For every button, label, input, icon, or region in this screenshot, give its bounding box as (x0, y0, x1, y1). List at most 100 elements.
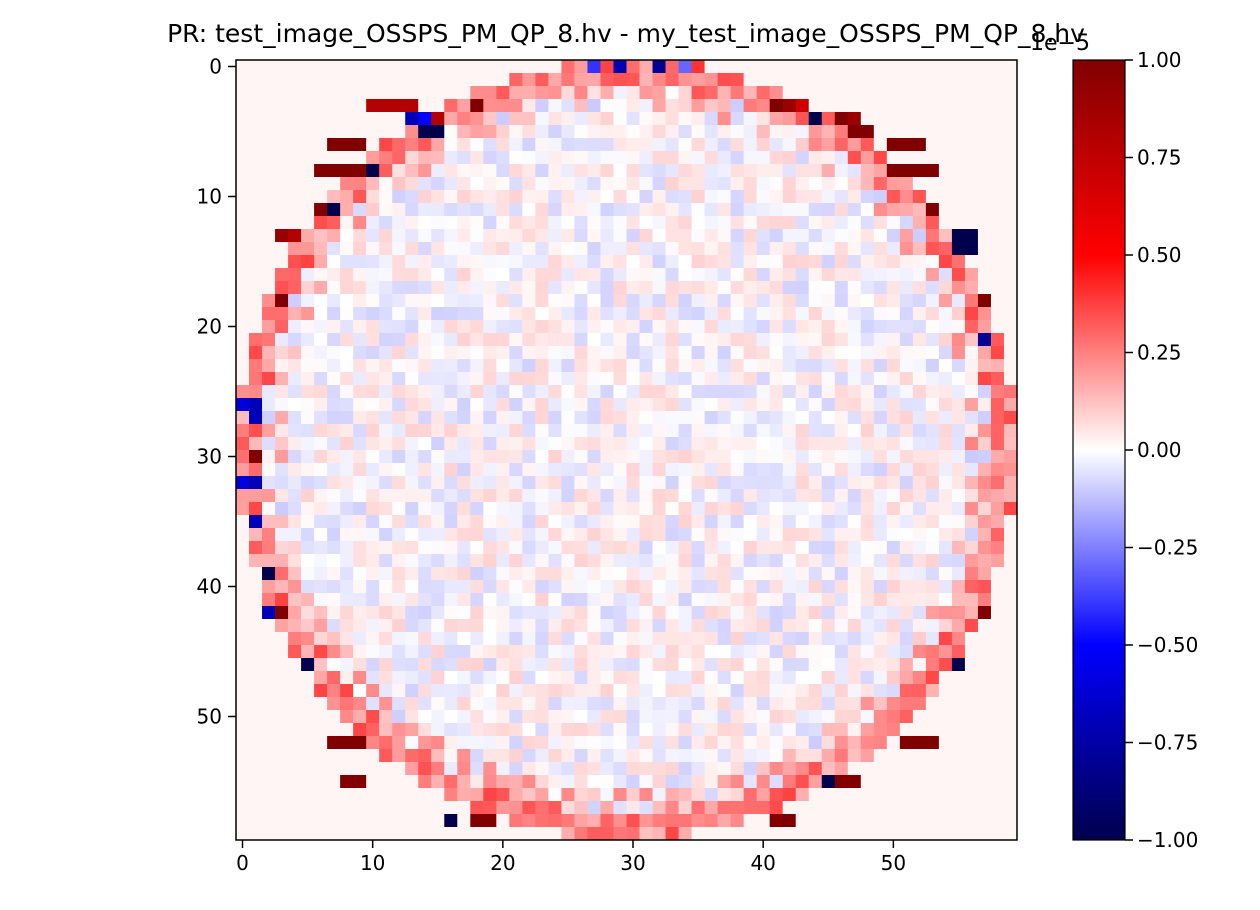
heatmap-cell (704, 138, 719, 152)
heatmap-cell (925, 580, 940, 594)
heatmap-cell (587, 541, 601, 555)
heatmap-cell (249, 606, 263, 620)
heatmap-cell (717, 658, 732, 672)
heatmap-cell (639, 359, 653, 373)
heatmap-cell (860, 788, 875, 802)
heatmap-cell (951, 489, 966, 503)
heatmap-cell (288, 151, 302, 165)
heatmap-cell (886, 671, 901, 685)
heatmap-cell (496, 593, 510, 607)
heatmap-cell (288, 411, 302, 425)
heatmap-cell (379, 593, 393, 607)
heatmap-cell (587, 255, 601, 269)
heatmap-cell (782, 723, 797, 737)
heatmap-cell (353, 450, 367, 464)
heatmap-cell (340, 645, 354, 659)
heatmap-cell (665, 99, 679, 113)
heatmap-cell (951, 450, 966, 464)
heatmap-cell (301, 73, 315, 87)
heatmap-cell (977, 372, 992, 386)
heatmap-cell (639, 762, 653, 776)
heatmap-cell (431, 619, 445, 633)
heatmap-cell (288, 385, 302, 399)
heatmap-cell (639, 424, 653, 438)
heatmap-cell (405, 606, 419, 620)
heatmap-cell (886, 619, 901, 633)
heatmap-cell (977, 684, 992, 698)
heatmap-cell (600, 463, 614, 477)
heatmap-cell (587, 463, 601, 477)
heatmap-cell (899, 567, 914, 581)
heatmap-cell (327, 372, 341, 386)
heatmap-cell (353, 762, 367, 776)
heatmap-cell (743, 515, 758, 529)
heatmap-cell (769, 697, 784, 711)
heatmap-cell (899, 554, 914, 568)
heatmap-cell (613, 372, 627, 386)
x-axis: 0 10 20 30 40 50 (236, 840, 906, 875)
heatmap-cell (561, 606, 575, 620)
heatmap-cell (288, 645, 302, 659)
heatmap-cell (860, 775, 875, 789)
heatmap-cell (275, 99, 289, 113)
heatmap-cell (847, 632, 862, 646)
heatmap-cell (470, 606, 484, 620)
heatmap-cell (470, 762, 484, 776)
heatmap-cell (626, 424, 640, 438)
heatmap-cell (353, 151, 367, 165)
heatmap-cell (301, 346, 315, 360)
heatmap-cell (418, 593, 432, 607)
heatmap-cell (886, 658, 901, 672)
heatmap-cell (899, 346, 914, 360)
heatmap-cell (730, 138, 745, 152)
heatmap-cell (457, 138, 471, 152)
heatmap-cell (392, 476, 406, 490)
heatmap-cell (613, 554, 627, 568)
heatmap-cell (574, 229, 588, 243)
heatmap-cell (756, 60, 771, 74)
heatmap-cell (522, 814, 536, 828)
heatmap-cell (470, 125, 484, 139)
heatmap-cell (275, 281, 289, 295)
heatmap-cell (717, 541, 732, 555)
heatmap-cell (756, 125, 771, 139)
heatmap-cell (886, 398, 901, 412)
heatmap-cell (522, 723, 536, 737)
heatmap-cell (678, 788, 692, 802)
heatmap-cell (262, 385, 276, 399)
heatmap-cell (535, 177, 549, 191)
heatmap-cell (470, 86, 484, 100)
heatmap-cell (821, 151, 836, 165)
heatmap-cell (366, 411, 380, 425)
heatmap-cell (301, 411, 315, 425)
heatmap-cell (782, 437, 797, 451)
heatmap-cell (444, 788, 458, 802)
heatmap-cell (964, 307, 979, 321)
heatmap-cell (496, 645, 510, 659)
heatmap-cell (821, 190, 836, 204)
heatmap-cell (600, 99, 614, 113)
heatmap-cell (353, 645, 367, 659)
heatmap-cell (886, 320, 901, 334)
heatmap-cell (938, 424, 953, 438)
heatmap-cell (379, 515, 393, 529)
heatmap-cell (873, 281, 888, 295)
heatmap-cell (665, 788, 679, 802)
heatmap-cell (574, 593, 588, 607)
heatmap-cell (561, 177, 575, 191)
heatmap-cell (431, 580, 445, 594)
heatmap-cell (678, 294, 692, 308)
heatmap-cell (964, 190, 979, 204)
heatmap-cell (730, 697, 745, 711)
heatmap-cell (574, 502, 588, 516)
heatmap-cell (275, 411, 289, 425)
heatmap-cell (392, 398, 406, 412)
heatmap-cell (535, 567, 549, 581)
heatmap-cell (379, 788, 393, 802)
heatmap-cell (964, 736, 979, 750)
heatmap-cell (288, 658, 302, 672)
heatmap-cell (808, 177, 823, 191)
heatmap-cell (951, 827, 966, 841)
heatmap-cell (496, 619, 510, 633)
heatmap-cell (262, 255, 276, 269)
